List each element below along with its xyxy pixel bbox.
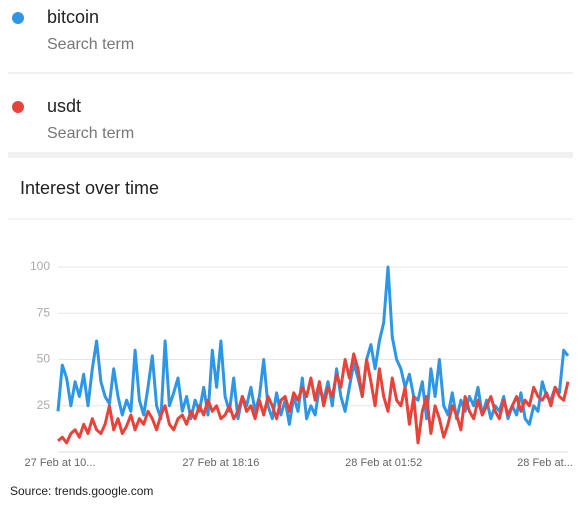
legend-dot [12, 101, 24, 113]
line-series [57, 352, 570, 445]
x-tick-label: 28 Feb at 01:52 [345, 457, 422, 469]
legend-dot [12, 12, 24, 24]
y-tick-label: 25 [37, 398, 51, 412]
separator [8, 152, 573, 158]
y-tick-label: 50 [37, 352, 51, 366]
x-tick-label: 27 Feb at 18:16 [182, 457, 259, 469]
legend-name: usdt [47, 96, 81, 116]
legend-name: bitcoin [47, 7, 99, 27]
x-tick-label: 27 Feb at 10... [25, 457, 96, 469]
legend-caption: Search term [47, 36, 134, 53]
y-tick-label: 100 [30, 259, 50, 273]
y-tick-label: 75 [37, 305, 51, 319]
legend-caption: Search term [47, 125, 134, 142]
panel-title: Interest over time [20, 178, 159, 198]
x-tick-label: 28 Feb at... [517, 457, 573, 469]
source: Source: trends.google.com [10, 484, 153, 498]
